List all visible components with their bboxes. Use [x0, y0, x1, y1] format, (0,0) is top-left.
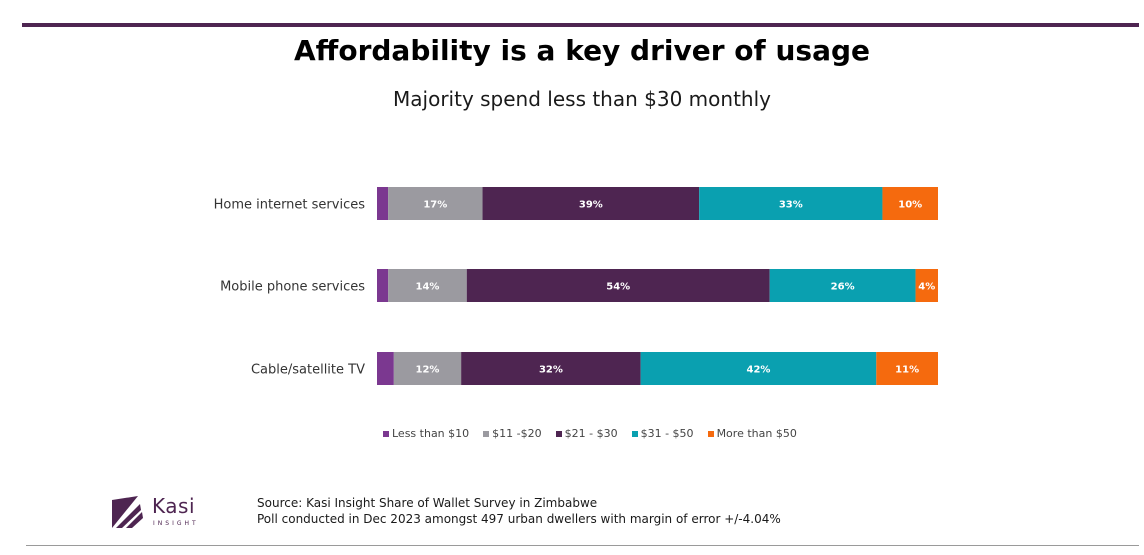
- legend-item: $31 - $50: [631, 427, 694, 440]
- bar-segment: [466, 269, 770, 302]
- legend-item: $21 - $30: [555, 427, 618, 440]
- bar-segment: [699, 187, 883, 220]
- page-subtitle: Majority spend less than $30 monthly: [393, 87, 771, 111]
- bar-segment: [461, 352, 641, 385]
- legend-swatch: [631, 430, 638, 437]
- category-label: Mobile phone services: [220, 280, 365, 295]
- legend-item: More than $50: [707, 427, 797, 440]
- legend-item: Less than $10: [383, 427, 469, 440]
- bar-segment: [769, 269, 916, 302]
- chart-legend: Less than $10 $11 -$20 $21 - $30 $31 - $50 M…: [383, 427, 797, 440]
- bar-segment: [388, 187, 483, 220]
- kasi-logo-icon: [112, 496, 143, 528]
- legend-swatch: [383, 430, 389, 437]
- page-title: Affordability is a key driver of usage: [293, 34, 870, 67]
- bar-segment: [882, 187, 938, 220]
- logo-wordmark: Kasi: [152, 494, 195, 518]
- data-label: 26%: [831, 282, 855, 293]
- bar-segment: [377, 187, 389, 220]
- legend-label: Less than $10: [392, 427, 470, 440]
- kasi-logo: Kasi INSIGHT: [110, 494, 220, 534]
- data-label: 39%: [579, 200, 603, 211]
- legend-label: $11 -$20: [492, 427, 542, 440]
- legend-label: More than $50: [716, 427, 797, 440]
- logo-subtitle: INSIGHT: [153, 520, 199, 527]
- stacked-bar-chart: Home internet services 17% 39% 33% 10% Mobile…: [214, 187, 938, 385]
- bar-segment: [388, 269, 467, 302]
- bar-segment: [640, 352, 877, 385]
- data-label: 14%: [416, 282, 440, 293]
- bar-segment: [876, 352, 938, 385]
- category-label: Home internet services: [214, 198, 366, 213]
- category-label: Cable/satellite TV: [251, 363, 365, 378]
- data-label: 11%: [895, 365, 919, 376]
- data-label: 17%: [423, 200, 447, 211]
- source-line-1: Source: Kasi Insight Share of Wallet Sur…: [257, 496, 598, 510]
- bar-segment: [393, 352, 462, 385]
- legend-swatch: [483, 430, 490, 437]
- data-label: 33%: [779, 200, 803, 211]
- legend-label: $21 - $30: [564, 427, 618, 440]
- bar-segment: [377, 352, 394, 385]
- bar-segment: [377, 269, 389, 302]
- data-label: 54%: [606, 282, 630, 293]
- legend-item: $11 -$20: [483, 427, 542, 440]
- bar-segment: [915, 269, 938, 302]
- legend-swatch: [707, 430, 714, 437]
- source-note: Source: Kasi Insight Share of Wallet Sur…: [257, 495, 781, 527]
- bottom-divider: [26, 545, 1139, 546]
- data-label: 32%: [539, 365, 563, 376]
- data-label: 42%: [747, 365, 771, 376]
- legend-swatch: [555, 430, 562, 437]
- data-label: 10%: [898, 200, 922, 211]
- legend-label: $31 - $50: [640, 427, 694, 440]
- data-label: 4%: [918, 282, 935, 293]
- source-line-2: Poll conducted in Dec 2023 amongst 497 u…: [257, 512, 781, 526]
- top-divider: [22, 23, 1139, 27]
- data-label: 12%: [416, 365, 440, 376]
- bar-segment: [482, 187, 700, 220]
